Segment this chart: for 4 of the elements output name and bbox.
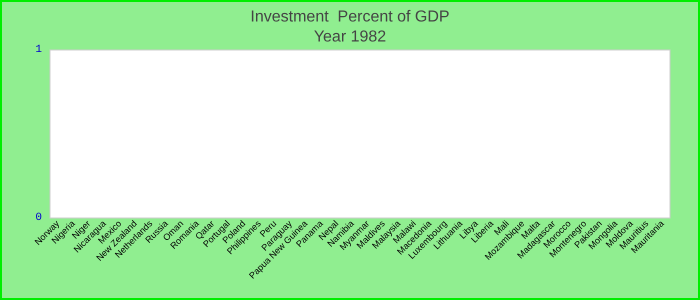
y-tick-label: 1 (35, 44, 42, 56)
y-tick-label: 0 (35, 212, 42, 224)
chart-subtitle: Year 1982 (314, 28, 386, 46)
chart-title: Investment Percent of GDP (250, 8, 450, 26)
